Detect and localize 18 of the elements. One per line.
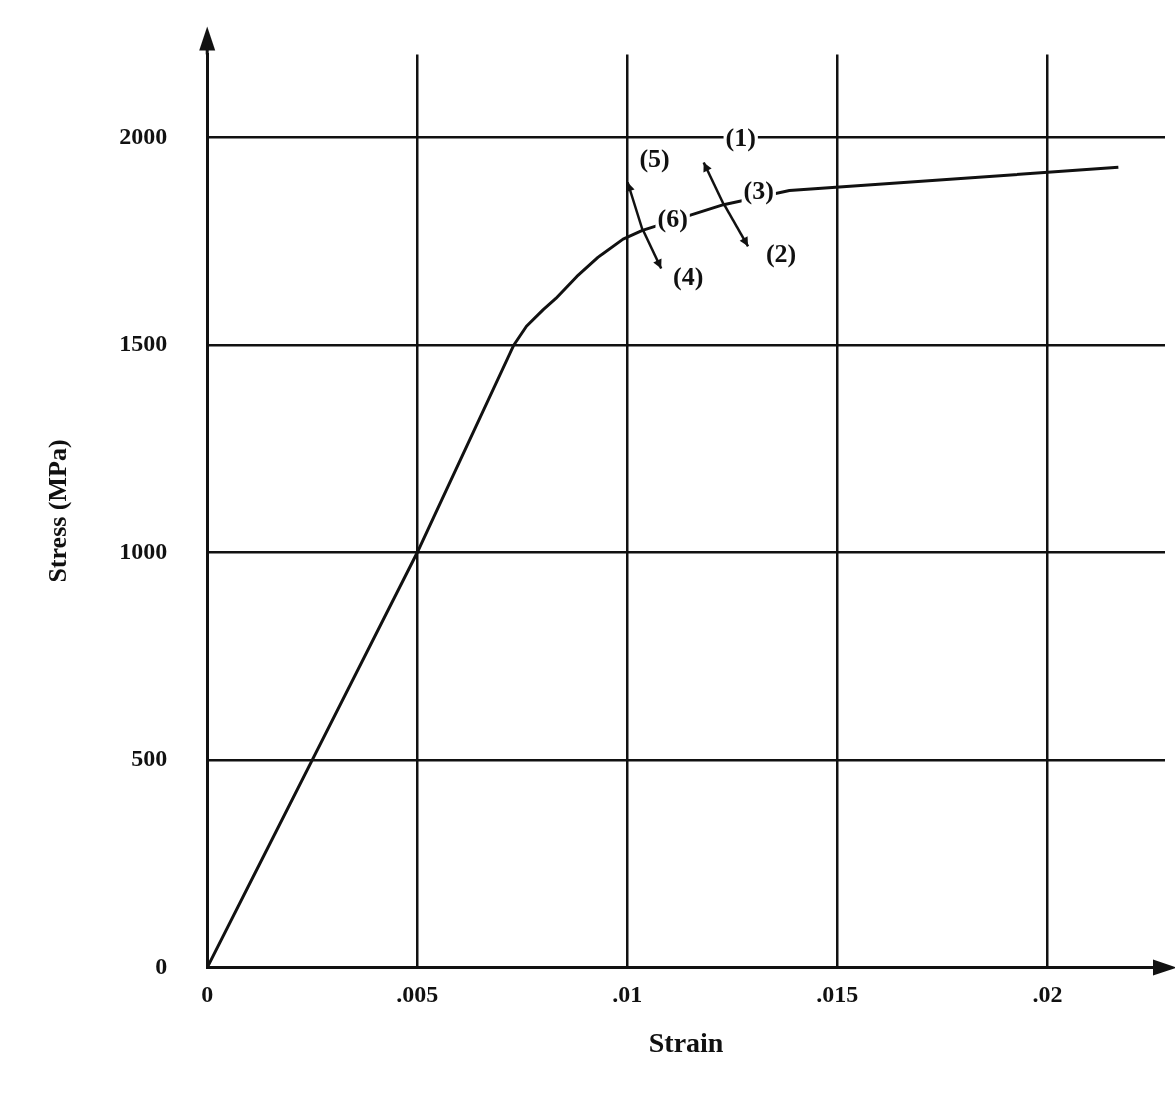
x-axis-title: Strain: [648, 1027, 724, 1059]
annotation: (5): [639, 143, 670, 173]
annotation: (3): [743, 176, 774, 206]
x-tick-label: 0: [201, 981, 214, 1008]
y-tick-label: 1500: [119, 330, 168, 357]
y-tick-label: 500: [131, 745, 168, 772]
x-tick-label: .005: [396, 981, 439, 1008]
annotation: (6): [657, 204, 688, 234]
y-axis-title: Stress (MPa): [43, 439, 73, 583]
x-tick-label: .01: [612, 981, 643, 1008]
x-tick-label: .015: [816, 981, 859, 1008]
y-tick-label: 0: [155, 952, 168, 979]
annotation: (1): [725, 123, 756, 153]
y-tick-label: 2000: [119, 122, 168, 149]
annotation: (2): [765, 239, 797, 269]
y-tick-label: 1000: [119, 537, 168, 564]
x-tick-label: .02: [1032, 981, 1063, 1008]
annotation: (4): [673, 262, 704, 292]
